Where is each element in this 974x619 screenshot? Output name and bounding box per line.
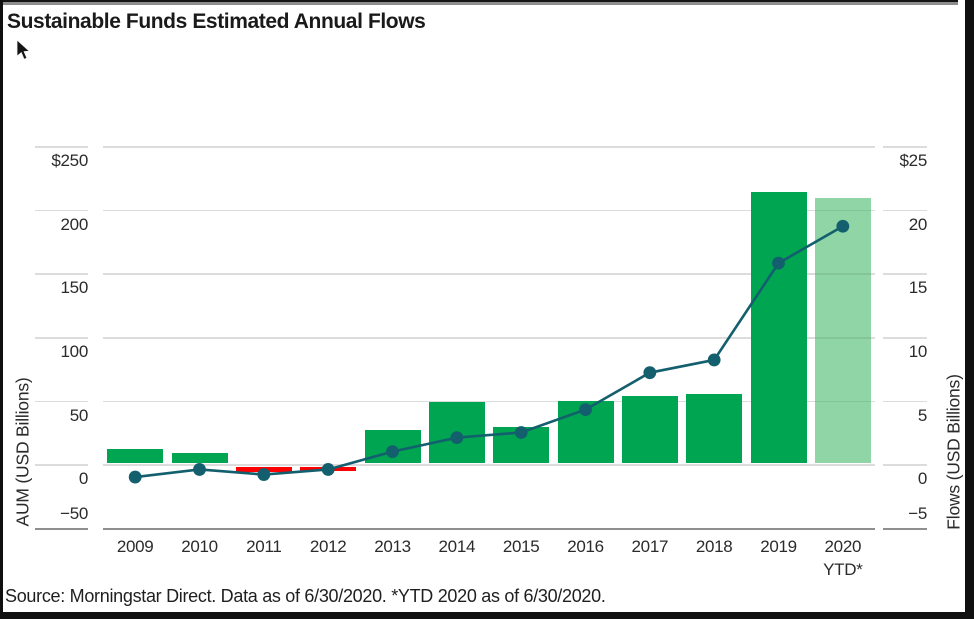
- aum-point-2017: [643, 366, 657, 380]
- x-tick-sub-2020: YTD*: [823, 560, 863, 579]
- gridline-−50: [103, 528, 875, 530]
- left-axis-tick-label-200: 200: [60, 214, 89, 234]
- flows-bar-2015: [493, 427, 550, 463]
- left-axis-tick-mark: [35, 337, 88, 339]
- window-right-border: [965, 0, 974, 619]
- gridline-0: [103, 464, 875, 466]
- left-axis-tick-label-50: 50: [69, 405, 89, 425]
- x-tick-2014: 2014: [438, 537, 476, 556]
- left-axis-tick-label-100: 100: [60, 342, 89, 361]
- right-axis-tick-mark: [883, 528, 927, 530]
- flows-bar-2019: [750, 191, 807, 463]
- left-axis-tick-mark: [35, 209, 88, 212]
- aum-point-2009: [128, 470, 142, 484]
- left-axis-tick-mark: [35, 464, 88, 466]
- x-tick-2010: 2010: [181, 537, 218, 556]
- left-axis-tick-mark: [35, 146, 88, 148]
- gridline-$250: [103, 146, 875, 148]
- x-tick-2016: 2016: [567, 537, 604, 556]
- right-axis-tick-label-15: 15: [908, 278, 928, 298]
- window-top-border: [0, 0, 958, 5]
- gridline-overlay: [814, 209, 871, 212]
- right-axis-tick-mark: [883, 464, 927, 466]
- x-tick-2019: 2019: [760, 537, 797, 556]
- window-bottom-border: [0, 612, 974, 619]
- x-tick-2018: 2018: [695, 537, 733, 556]
- flows-bar-2013: [364, 429, 421, 463]
- source-note: Source: Morningstar Direct. Data as of 6…: [5, 586, 606, 606]
- gridline-overlay: [814, 273, 871, 275]
- flows-bar-2011: [235, 466, 292, 472]
- right-axis-tick-label-−5: −5: [908, 504, 927, 524]
- right-axis-tick-mark: [883, 273, 927, 275]
- left-axis-tick-label-$250: $250: [51, 151, 88, 170]
- right-axis-tick-label-0: 0: [917, 469, 927, 489]
- right-axis-tick-mark: [883, 209, 927, 212]
- right-axis-tick-label-10: 10: [908, 342, 928, 361]
- right-axis-tick-label-$25: $25: [899, 151, 928, 170]
- flows-bar-2017: [621, 395, 678, 463]
- window-left-border: [0, 0, 3, 619]
- x-tick-2009: 2009: [116, 537, 154, 556]
- chart-title: Sustainable Funds Estimated Annual Flows: [7, 10, 426, 33]
- right-axis-tick-mark: [883, 146, 927, 148]
- x-tick-2011: 2011: [246, 537, 282, 556]
- mouse-cursor-icon: [16, 40, 31, 60]
- gridline-overlay: [814, 400, 871, 403]
- left-axis-tick-label-−50: −50: [60, 504, 88, 524]
- flows-bar-2012: [300, 466, 357, 471]
- right-axis-tick-mark: [883, 337, 927, 339]
- gridline-200: [103, 209, 875, 212]
- flows-bar-2016: [557, 400, 614, 463]
- right-axis-tick-mark: [883, 400, 927, 403]
- x-tick-2020: 2020: [824, 537, 862, 556]
- right-axis-tick-label-20: 20: [908, 214, 928, 234]
- flows-bar-2010: [171, 452, 228, 463]
- right-axis-title: Flows (USD Billions): [943, 374, 964, 530]
- flows-bar-2014: [428, 401, 485, 463]
- x-tick-2017: 2017: [631, 537, 669, 556]
- left-axis-tick-mark: [35, 273, 88, 275]
- flows-bar-2009: [107, 449, 164, 463]
- flows-bar-2020: [814, 198, 871, 463]
- left-axis-tick-mark: [35, 528, 88, 530]
- x-tick-2013: 2013: [374, 537, 411, 556]
- flows-bar-2018: [686, 394, 743, 463]
- left-axis-tick-label-0: 0: [78, 469, 88, 489]
- left-axis-tick-mark: [35, 400, 88, 403]
- gridline-overlay: [814, 337, 871, 339]
- x-tick-2015: 2015: [502, 537, 540, 556]
- x-tick-2012: 2012: [309, 537, 347, 556]
- right-axis-tick-label-5: 5: [917, 405, 927, 425]
- aum-point-2018: [707, 353, 721, 367]
- left-axis-title: AUM (USD Billions): [12, 377, 33, 527]
- left-axis-tick-label-150: 150: [60, 278, 89, 298]
